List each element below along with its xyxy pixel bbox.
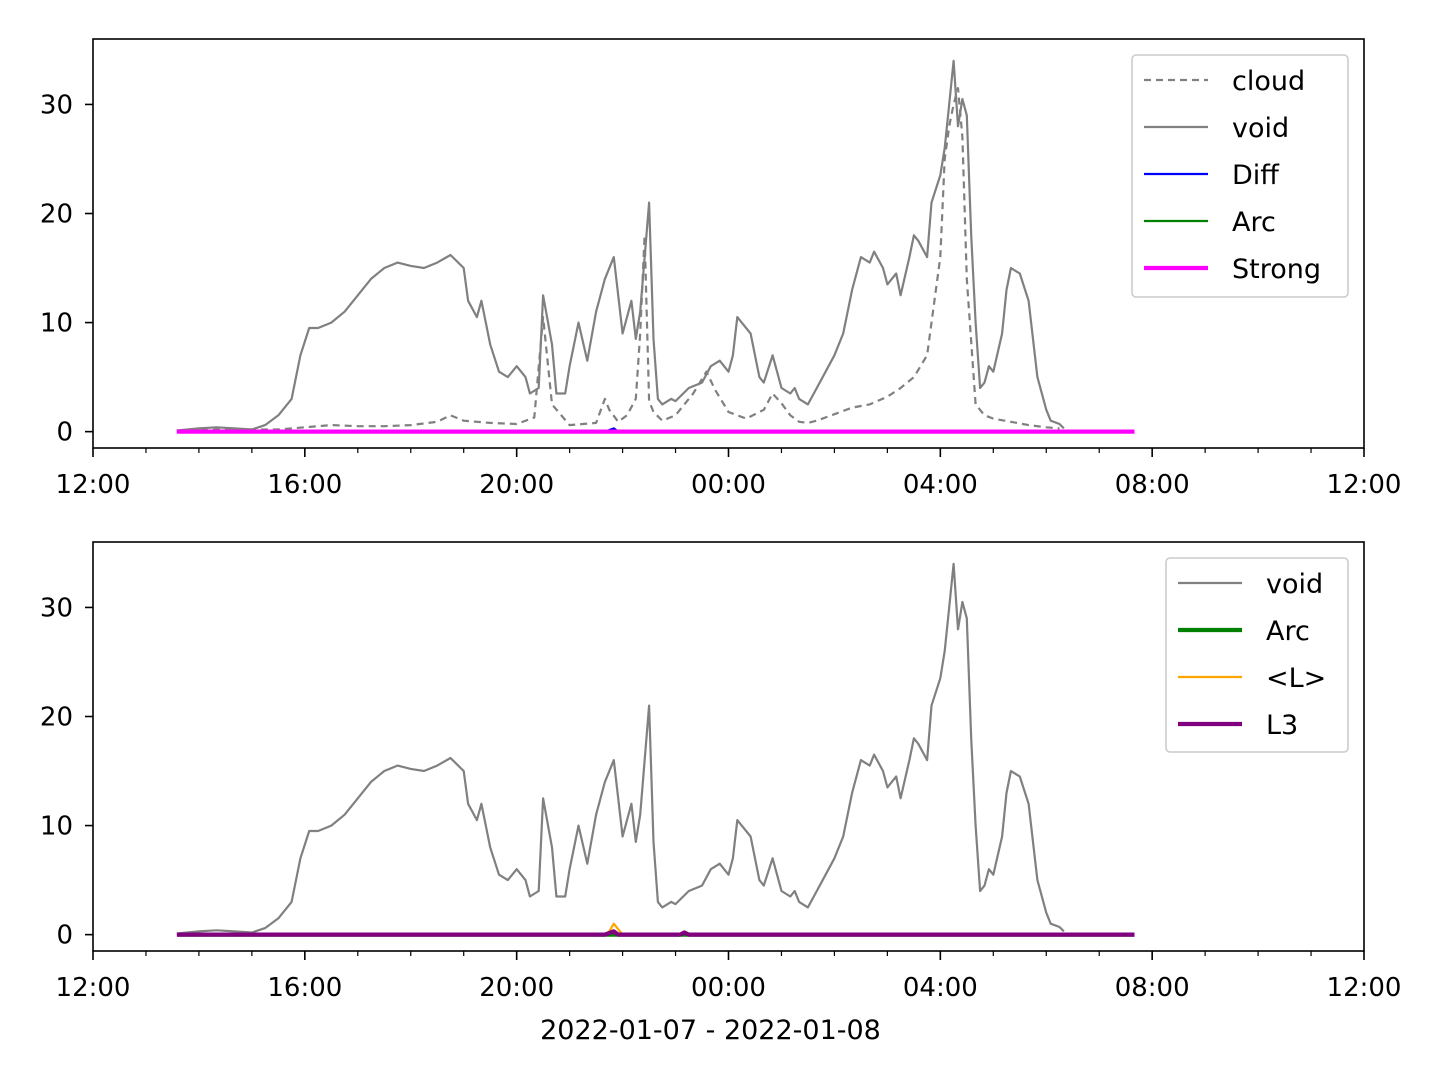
y-tick-label: 10: [40, 812, 73, 842]
series-line-void: [176, 59, 1065, 432]
x-tick-label: 12:00: [1327, 973, 1402, 1003]
x-tick-label: 20:00: [479, 973, 554, 1003]
bottom-chart-panel: 0 10 20 30 12:00 16:00 20:00 00:00 04:00 08:00 12:…: [40, 541, 1402, 1046]
series-line-void: [176, 562, 1065, 935]
x-tick-label: 16:00: [267, 973, 342, 1003]
x-axis-label: 2022-01-07 - 2022-01-08: [540, 1015, 881, 1046]
y-tick-label: 20: [40, 703, 73, 733]
legend-label: Arc: [1266, 616, 1310, 647]
x-tick-label: 12:00: [1327, 470, 1402, 500]
y-tick-label: 30: [40, 90, 73, 120]
legend: void Arc <L> L3: [1165, 557, 1349, 753]
x-tick-label: 00:00: [691, 470, 766, 500]
x-tick-label: 12:00: [56, 973, 131, 1003]
y-tick-label: 0: [56, 418, 73, 448]
y-tick-label: 0: [56, 921, 73, 951]
y-tick-label: 20: [40, 200, 73, 230]
series-line-l3: [176, 929, 1135, 937]
legend-box: [1131, 54, 1349, 298]
y-tick-label: 10: [40, 309, 73, 339]
x-tick-label: 16:00: [267, 470, 342, 500]
legend-label: cloud: [1232, 66, 1305, 97]
x-tick-label: 04:00: [903, 470, 978, 500]
legend-label: void: [1232, 113, 1289, 144]
legend: cloud void Diff Arc Strong: [1131, 54, 1349, 298]
y-tick-label: 30: [40, 593, 73, 623]
legend-label: <L>: [1266, 663, 1326, 694]
x-tick-label: 04:00: [903, 973, 978, 1003]
x-tick-label: 08:00: [1115, 973, 1190, 1003]
legend-label: Strong: [1232, 254, 1321, 285]
x-tick-label: 12:00: [56, 470, 131, 500]
legend-label: void: [1266, 569, 1323, 600]
legend-box: [1165, 557, 1349, 753]
x-tick-label: 00:00: [691, 973, 766, 1003]
top-chart-panel: 0 10 20 30 12:00 16:00 20:00 00:00 04:00 08:00 12:…: [40, 38, 1402, 500]
legend-label: Diff: [1232, 160, 1280, 191]
series-line-cloud: [176, 86, 1060, 432]
x-tick-label: 20:00: [479, 470, 554, 500]
legend-label: Arc: [1232, 207, 1276, 238]
legend-label: L3: [1266, 710, 1298, 741]
x-tick-label: 08:00: [1115, 470, 1190, 500]
